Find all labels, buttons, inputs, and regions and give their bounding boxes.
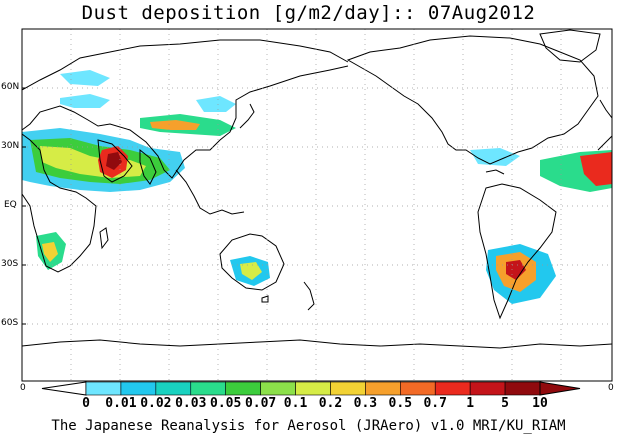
dust-patch-arabia-max [106, 152, 122, 170]
colorbar-tick-label: 0.03 [175, 396, 207, 411]
lat-label-60n: 60N [1, 82, 20, 92]
colorbar-tick-label: 0.1 [283, 396, 308, 411]
colorbar-tick-label: 10 [532, 396, 548, 411]
colorbar-right-arrow [539, 381, 581, 396]
lat-label-30n: 30N [1, 141, 20, 151]
dust-patch-north-pacific [60, 70, 110, 86]
colorbar-swatch [330, 381, 366, 396]
colorbar-swatch [295, 381, 331, 396]
colorbar-tick-label: 5 [501, 396, 509, 411]
axis-end-left: 0 [20, 383, 26, 393]
dust-patch-caribbean [470, 148, 520, 166]
colorbar-tick-label: 0.5 [388, 396, 413, 411]
lat-label-60s: 60S [1, 318, 19, 328]
colorbar-tick-label: 1 [466, 396, 475, 411]
axis-end-right: 0 [608, 383, 614, 393]
colorbar-swatch [434, 381, 471, 396]
colorbar-swatch [469, 381, 506, 396]
dust-shading [22, 70, 612, 304]
colorbar-swatch [120, 381, 157, 396]
dust-patch-taklimakan [196, 96, 236, 112]
colorbar-swatch [365, 381, 401, 396]
lat-label-eq: EQ [4, 200, 17, 210]
colorbar-swatch [85, 381, 122, 396]
colorbar-tick-label: 0.01 [105, 396, 137, 411]
colorbar-tick-label: 0.2 [318, 396, 343, 411]
dust-patch-atlantic-core [580, 152, 612, 186]
colorbar-swatch [504, 381, 541, 396]
colorbar-swatch [400, 381, 436, 396]
colorbar-swatch [190, 381, 226, 396]
colorbar-tick-label: 0 [82, 396, 90, 411]
dust-patch-central-asia-core [150, 120, 200, 130]
colorbar-tick-label: 0.07 [244, 396, 277, 411]
graticule [22, 29, 612, 381]
dust-patch-caspian [60, 94, 110, 108]
coastlines [22, 29, 612, 349]
dust-patch-argentina-max [506, 260, 526, 280]
map-title: Dust deposition [g/m2/day]:: 07Aug2012 [81, 2, 536, 24]
colorbar-swatch [260, 381, 296, 396]
colorbar-tick-label: 0.05 [210, 396, 242, 411]
lat-label-30s: 30S [1, 259, 19, 269]
credit-line: The Japanese Reanalysis for Aerosol (JRA… [51, 418, 566, 434]
colorbar-tick-label: 0.02 [140, 396, 172, 411]
map-frame [21, 28, 613, 382]
colorbar-swatch [225, 381, 261, 396]
colorbar-swatch [155, 381, 192, 396]
colorbar-left-arrow [41, 381, 87, 396]
colorbar-tick-label: 0.7 [423, 396, 447, 411]
colorbar-tick-label: 0.3 [353, 396, 378, 411]
dust-patch-australia-core [240, 262, 262, 280]
dust-patch-south-africa-core [42, 242, 58, 262]
